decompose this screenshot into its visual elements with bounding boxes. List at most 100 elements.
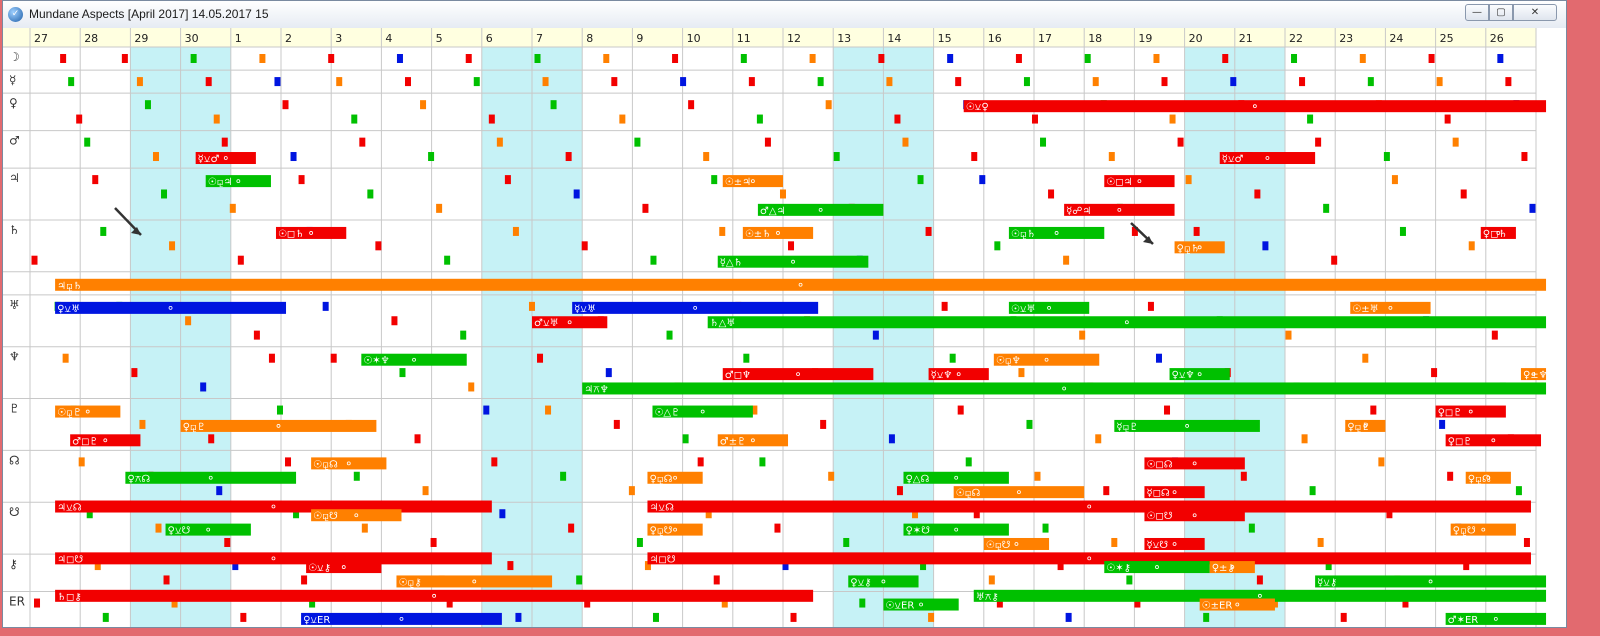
aspect-bar[interactable] — [707, 316, 1547, 329]
aspect-bar[interactable] — [1174, 241, 1225, 254]
aspect-bar[interactable] — [572, 301, 819, 314]
aspect-bar[interactable] — [311, 457, 387, 470]
aspect-bar[interactable] — [717, 434, 789, 447]
aspect-bar[interactable] — [1104, 561, 1210, 574]
aspect-bar[interactable] — [180, 419, 377, 432]
aspect-bar[interactable] — [1064, 203, 1175, 216]
aspect-exact-point — [1044, 357, 1049, 362]
aspect-bar[interactable] — [647, 471, 703, 484]
aspect-bar[interactable] — [848, 575, 919, 588]
aspect-bar[interactable] — [903, 471, 1009, 484]
aspect-bar[interactable] — [1465, 471, 1511, 484]
aspect-bar[interactable] — [647, 552, 1531, 565]
aspect-marker — [925, 226, 932, 236]
aspect-bar[interactable] — [361, 353, 467, 366]
aspect-bar[interactable] — [582, 382, 1547, 395]
aspect-bar[interactable] — [55, 301, 287, 314]
aspect-marker — [430, 537, 437, 547]
aspect-bar[interactable] — [301, 612, 502, 625]
aspect-bar[interactable] — [55, 500, 492, 513]
aspect-bar[interactable] — [532, 316, 608, 329]
aspect-bar[interactable] — [165, 523, 251, 536]
aspect-bar[interactable] — [55, 552, 492, 565]
close-button[interactable]: ✕ — [1513, 4, 1557, 21]
aspect-bar[interactable] — [993, 353, 1100, 366]
aspect-marker — [886, 77, 893, 87]
aspect-bar[interactable] — [1114, 419, 1260, 432]
aspect-bar[interactable] — [1209, 561, 1255, 574]
aspect-bar[interactable] — [742, 226, 814, 239]
aspect-exact-point — [818, 207, 823, 212]
aspect-bar[interactable] — [1520, 368, 1547, 381]
aspect-bar-label: ♄◻⚷ — [57, 592, 82, 603]
aspect-bar[interactable] — [1169, 368, 1230, 381]
aspect-bar[interactable] — [1345, 419, 1386, 432]
aspect-bar[interactable] — [396, 575, 553, 588]
minimize-button[interactable]: — — [1465, 4, 1489, 21]
aspect-bar[interactable] — [1144, 457, 1245, 470]
aspect-bar[interactable] — [55, 405, 121, 418]
weekend-column — [1184, 47, 1235, 627]
aspect-marker — [34, 598, 41, 608]
aspect-bar[interactable] — [1350, 301, 1431, 314]
aspect-bar[interactable] — [205, 175, 271, 188]
aspect-bar[interactable] — [1435, 405, 1506, 418]
aspect-bar[interactable] — [1144, 509, 1245, 522]
aspect-bar[interactable] — [275, 226, 347, 239]
aspect-marker — [375, 241, 382, 251]
aspect-bar[interactable] — [928, 368, 989, 381]
aspect-bar[interactable] — [983, 537, 1050, 550]
aspect-bar[interactable] — [903, 523, 1009, 536]
aspect-bar[interactable] — [1450, 523, 1516, 536]
aspect-marker — [1153, 54, 1160, 63]
aspect-marker — [1084, 54, 1091, 63]
aspect-exact-point — [798, 282, 803, 287]
aspect-bar[interactable] — [1008, 301, 1090, 314]
aspect-bar[interactable] — [55, 278, 1547, 291]
aspect-exact-point — [796, 372, 800, 376]
aspect-bar[interactable] — [195, 152, 256, 165]
aspect-marker — [330, 353, 337, 363]
aspect-bar[interactable] — [963, 100, 1547, 113]
day-label: 12 — [787, 32, 801, 45]
aspect-bar[interactable] — [1008, 226, 1105, 239]
aspect-bar[interactable] — [652, 405, 753, 418]
aspect-bar[interactable] — [356, 627, 431, 628]
aspect-marker — [843, 537, 850, 547]
maximize-button[interactable]: ▢ — [1489, 4, 1513, 21]
aspect-marker — [721, 598, 728, 608]
aspect-bar[interactable] — [1104, 175, 1175, 188]
aspect-bar[interactable] — [1445, 434, 1542, 447]
aspect-bar[interactable] — [883, 598, 959, 611]
aspect-bar[interactable] — [55, 589, 814, 602]
aspect-bar[interactable] — [757, 203, 884, 216]
title-bar[interactable]: ✓ Mundane Aspects [April 2017] 14.05.201… — [3, 1, 1566, 29]
aspect-marker — [121, 54, 128, 63]
aspect-marker — [528, 301, 535, 311]
aspect-bar[interactable] — [1480, 226, 1516, 239]
day-label: 19 — [1138, 32, 1152, 45]
aspect-bar[interactable] — [1144, 537, 1205, 550]
aspect-bar[interactable] — [1144, 486, 1205, 499]
aspect-marker — [298, 175, 305, 185]
aspect-exact-point — [693, 305, 698, 310]
aspect-exact-point — [1185, 424, 1190, 428]
aspect-bar[interactable] — [1315, 575, 1547, 588]
aspect-bar[interactable] — [722, 175, 783, 188]
aspect-bar[interactable] — [311, 509, 402, 522]
aspect-bar[interactable] — [1445, 612, 1547, 625]
aspect-bar[interactable] — [722, 368, 874, 381]
aspect-bar[interactable] — [306, 561, 382, 574]
aspect-marker — [76, 114, 83, 124]
aspect-bar[interactable] — [125, 471, 297, 484]
aspect-bar[interactable] — [973, 589, 1547, 602]
aspect-marker — [1222, 54, 1229, 63]
aspect-bar[interactable] — [717, 255, 869, 268]
aspect-bar[interactable] — [647, 523, 703, 536]
aspect-bar[interactable] — [953, 486, 1085, 499]
aspect-bar[interactable] — [1219, 152, 1316, 165]
aspect-bar[interactable] — [70, 434, 141, 447]
aspect-bar[interactable] — [1199, 598, 1275, 611]
aspect-marker — [276, 405, 283, 415]
aspect-bar[interactable] — [647, 500, 1531, 513]
